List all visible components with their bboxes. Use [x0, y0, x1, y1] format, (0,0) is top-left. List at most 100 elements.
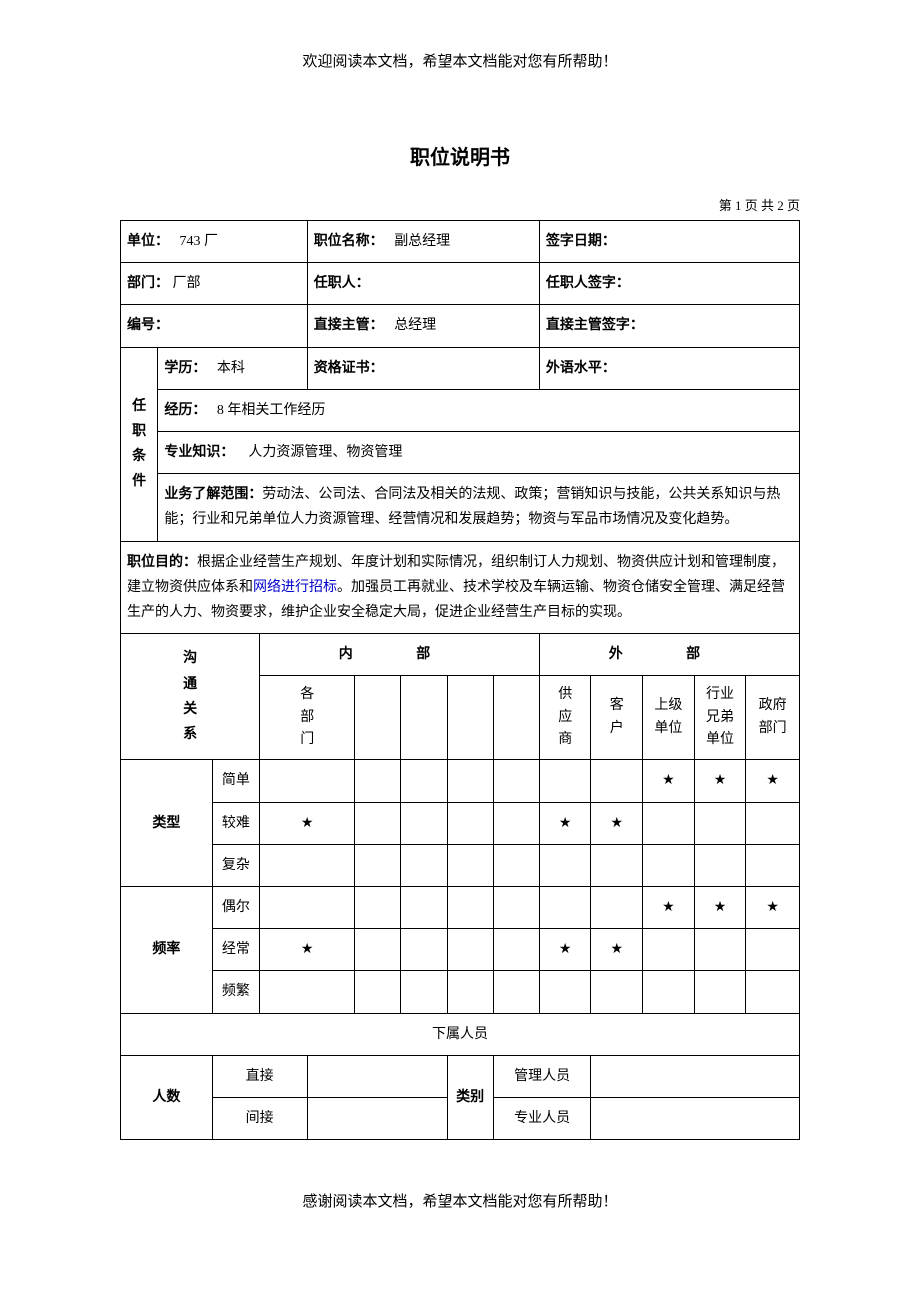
freq-0-mark-5 — [539, 886, 591, 928]
category-label: 类别 — [447, 1055, 493, 1139]
incumbent-cell: 任职人： — [307, 263, 539, 305]
count-label: 人数 — [121, 1055, 213, 1139]
type-1-mark-5: ★ — [539, 802, 591, 844]
scope-cell: 业务了解范围：劳动法、公司法、合同法及相关的法规、政策；营销知识与技能，公共关系… — [158, 474, 800, 541]
subordinates-header: 下属人员 — [121, 1013, 800, 1055]
supervisor-cell: 直接主管： 总经理 — [307, 305, 539, 347]
internal-col-3 — [447, 676, 493, 760]
type-0-mark-0 — [260, 760, 355, 802]
freq-1-mark-6: ★ — [591, 929, 643, 971]
prof-label: 专业人员 — [493, 1097, 591, 1139]
freq-2-mark-3 — [447, 971, 493, 1013]
freq-0-mark-2 — [401, 886, 447, 928]
type-2-mark-6 — [591, 844, 643, 886]
freq-0-mark-0 — [260, 886, 355, 928]
type-0-mark-8: ★ — [694, 760, 746, 802]
objective-cell: 职位目的：根据企业经营生产规划、年度计划和实际情况，组织制订人力规划、物资供应计… — [121, 541, 800, 634]
objective-link[interactable]: 网络进行招标 — [253, 580, 337, 595]
language-label: 外语水平： — [546, 361, 616, 376]
freq-1-row-label: 经常 — [212, 929, 260, 971]
type-2-mark-3 — [447, 844, 493, 886]
unit-cell: 单位： 743 厂 — [121, 221, 308, 263]
unit-value: 743 厂 — [180, 234, 219, 249]
prof-value — [591, 1097, 800, 1139]
footer-note: 感谢阅读本文档，希望本文档能对您有所帮助！ — [120, 1190, 800, 1211]
freq-0-mark-4 — [493, 886, 539, 928]
type-0-mark-3 — [447, 760, 493, 802]
freq-2-mark-5 — [539, 971, 591, 1013]
sign-date-cell: 签字日期： — [539, 221, 799, 263]
type-2-mark-1 — [355, 844, 401, 886]
experience-cell: 经历： 8 年相关工作经历 — [158, 389, 800, 431]
external-col-2: 上级单位 — [643, 676, 695, 760]
freq-0-mark-3 — [447, 886, 493, 928]
freq-2-mark-1 — [355, 971, 401, 1013]
page-number-info: 第 1 页 共 2 页 — [120, 195, 800, 214]
freq-0-mark-7: ★ — [643, 886, 695, 928]
type-2-mark-5 — [539, 844, 591, 886]
incumbent-sign-label: 任职人签字： — [546, 276, 630, 291]
freq-0-mark-9: ★ — [746, 886, 800, 928]
language-cell: 外语水平： — [539, 347, 799, 389]
freq-2-mark-9 — [746, 971, 800, 1013]
freq-2-mark-8 — [694, 971, 746, 1013]
type-0-mark-9: ★ — [746, 760, 800, 802]
position-value: 副总经理 — [394, 234, 450, 249]
experience-value: 8 年相关工作经历 — [217, 403, 326, 418]
type-1-mark-6: ★ — [591, 802, 643, 844]
freq-1-mark-2 — [401, 929, 447, 971]
header-note: 欢迎阅读本文档，希望本文档能对您有所帮助！ — [120, 50, 800, 71]
supervisor-value: 总经理 — [394, 318, 436, 333]
freq-1-mark-9 — [746, 929, 800, 971]
incumbent-label: 任职人： — [314, 276, 370, 291]
freq-0-row-label: 偶尔 — [212, 886, 260, 928]
type-1-mark-4 — [493, 802, 539, 844]
frequency-label: 频率 — [121, 886, 213, 1013]
education-cell: 学历： 本科 — [158, 347, 307, 389]
objective-label: 职位目的： — [127, 555, 197, 570]
experience-label: 经历： — [164, 403, 206, 418]
mgmt-value — [591, 1055, 800, 1097]
mgmt-label: 管理人员 — [493, 1055, 591, 1097]
internal-col-1 — [355, 676, 401, 760]
department-label: 部门： — [127, 276, 169, 291]
freq-1-mark-8 — [694, 929, 746, 971]
type-2-mark-8 — [694, 844, 746, 886]
freq-1-mark-4 — [493, 929, 539, 971]
external-col-4: 政府部门 — [746, 676, 800, 760]
type-2-mark-4 — [493, 844, 539, 886]
direct-value — [307, 1055, 447, 1097]
position-cell: 职位名称： 副总经理 — [307, 221, 539, 263]
direct-label: 直接 — [212, 1055, 307, 1097]
type-1-mark-1 — [355, 802, 401, 844]
document-title: 职位说明书 — [120, 141, 800, 170]
freq-2-mark-0 — [260, 971, 355, 1013]
sign-date-label: 签字日期： — [546, 234, 616, 249]
supervisor-sign-label: 直接主管签字： — [546, 318, 644, 333]
type-2-mark-0 — [260, 844, 355, 886]
type-2-row-label: 复杂 — [212, 844, 260, 886]
type-2-mark-9 — [746, 844, 800, 886]
freq-1-mark-0: ★ — [260, 929, 355, 971]
type-0-mark-5 — [539, 760, 591, 802]
type-2-mark-7 — [643, 844, 695, 886]
supervisor-sign-cell: 直接主管签字： — [539, 305, 799, 347]
internal-col-4 — [493, 676, 539, 760]
department-cell: 部门： 厂部 — [121, 263, 308, 305]
scope-label: 业务了解范围： — [164, 487, 262, 502]
freq-0-mark-1 — [355, 886, 401, 928]
knowledge-value: 人力资源管理、物资管理 — [248, 445, 402, 460]
freq-1-mark-1 — [355, 929, 401, 971]
type-1-mark-2 — [401, 802, 447, 844]
external-col-0: 供应商 — [539, 676, 591, 760]
freq-2-mark-4 — [493, 971, 539, 1013]
internal-col-2 — [401, 676, 447, 760]
type-0-mark-7: ★ — [643, 760, 695, 802]
type-0-mark-1 — [355, 760, 401, 802]
type-label: 类型 — [121, 760, 213, 887]
external-header: 外 部 — [539, 634, 799, 676]
certificate-cell: 资格证书： — [307, 347, 539, 389]
external-col-3: 行业兄弟单位 — [694, 676, 746, 760]
freq-2-mark-2 — [401, 971, 447, 1013]
supervisor-label: 直接主管： — [314, 318, 384, 333]
